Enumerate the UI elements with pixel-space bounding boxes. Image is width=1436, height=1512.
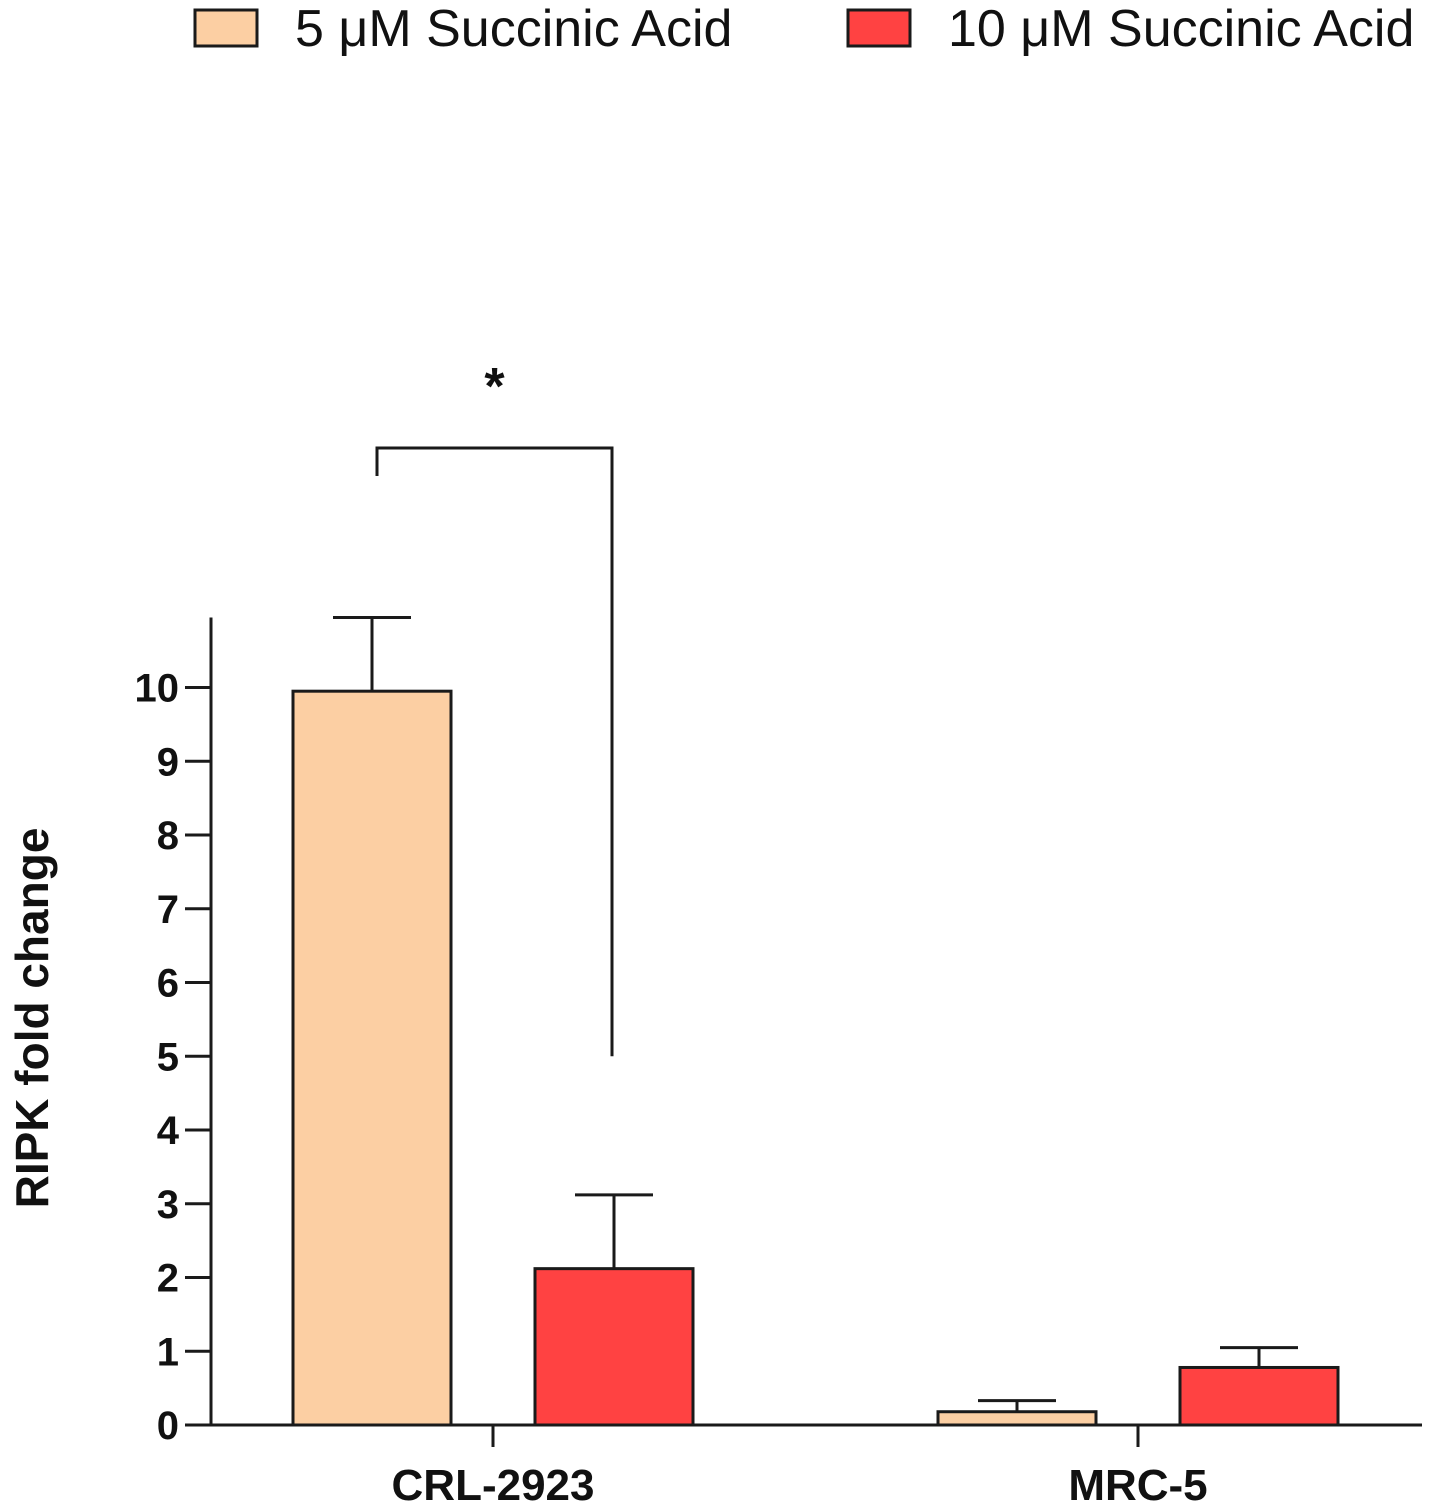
x-category-label-crl-2923: CRL-2923 <box>392 1461 595 1510</box>
x-category-label-mrc-5: MRC-5 <box>1068 1461 1207 1510</box>
significance-label: * <box>484 358 505 416</box>
y-tick-label-1: 1 <box>157 1330 179 1374</box>
legend-label-1: 5 μM Succinic Acid <box>295 0 732 58</box>
legend: 5 μM Succinic Acid 10 μM Succinic Acid <box>193 0 1414 58</box>
bar-mrc-5-series-2 <box>1178 1365 1340 1427</box>
y-tick-label-2: 2 <box>157 1257 179 1301</box>
y-tick-label-10: 10 <box>135 667 180 711</box>
legend-label-2: 10 μM Succinic Acid <box>948 0 1414 58</box>
bar-crl-2923-series-1 <box>291 689 453 1427</box>
bars <box>291 689 1340 1427</box>
error-bars <box>333 615 1298 1412</box>
y-tick-label-9: 9 <box>157 740 179 784</box>
y-axis-title: RIPK fold change <box>6 828 58 1209</box>
y-tick-label-5: 5 <box>157 1035 179 1079</box>
annotations: * <box>375 358 614 1057</box>
y-tick-label-8: 8 <box>157 814 179 858</box>
y-tick-label-3: 3 <box>157 1183 179 1227</box>
legend-swatch-1 <box>193 8 259 48</box>
y-tick-label-7: 7 <box>157 888 179 932</box>
significance-bracket <box>375 446 614 1057</box>
bar-crl-2923-series-2 <box>533 1267 695 1427</box>
bar-mrc-5-series-1 <box>936 1410 1098 1427</box>
y-tick-label-6: 6 <box>157 962 179 1006</box>
axes: 0 1 2 3 4 5 6 7 8 9 10 CRL-2923 MRC-5 RIPK fold chang… <box>6 617 1422 1510</box>
legend-swatch-2 <box>846 8 912 48</box>
y-tick-label-4: 4 <box>157 1109 180 1153</box>
y-tick-label-0: 0 <box>157 1404 179 1448</box>
